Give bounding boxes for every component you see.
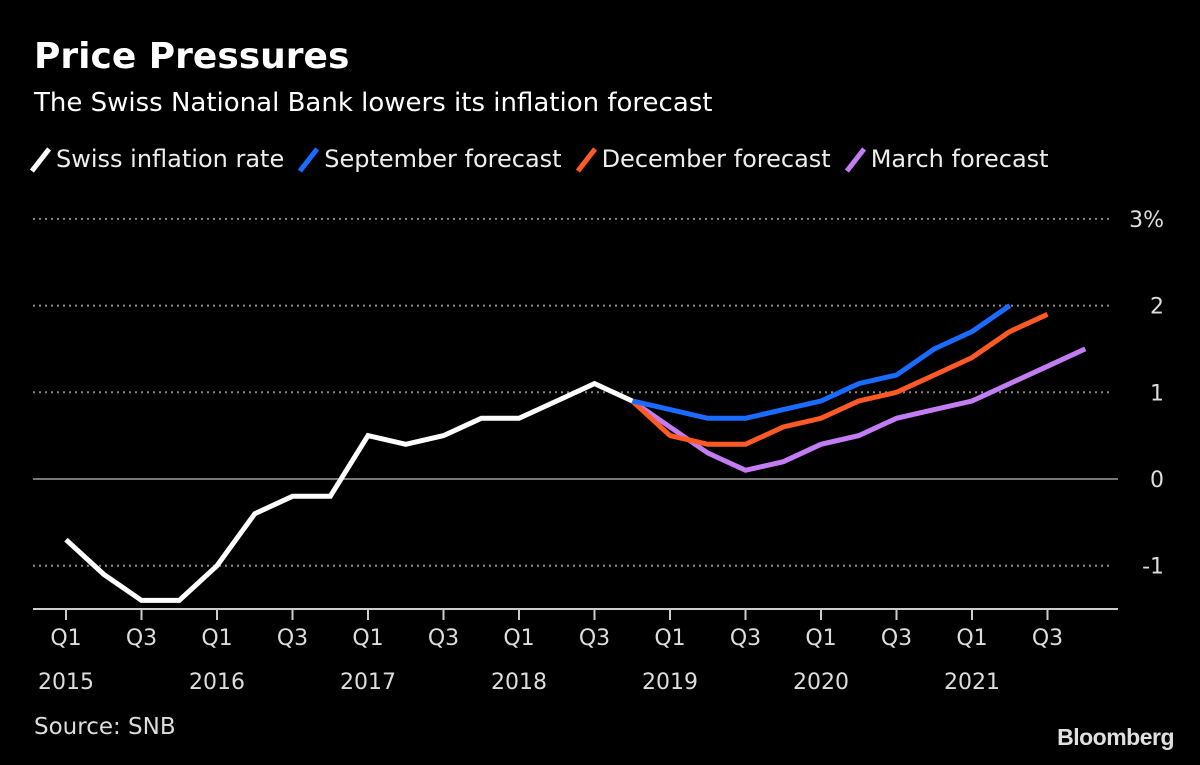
legend-label: December forecast	[601, 145, 831, 173]
x-tick-label: Q3	[730, 626, 761, 651]
y-tick-label: 0	[1150, 468, 1164, 493]
series-line-march-forecast	[630, 346, 1087, 473]
x-tick-label: Q1	[805, 626, 836, 651]
x-tick-label: Q1	[50, 626, 81, 651]
x-tick-label: Q3	[126, 626, 157, 651]
x-tick-year-label: 2020	[793, 670, 849, 695]
legend-label: March forecast	[870, 145, 1049, 173]
bloomberg-logo: Bloomberg	[1057, 724, 1174, 750]
x-tick-year-label: 2016	[189, 670, 245, 695]
x-tick-year-label: 2021	[944, 670, 1000, 695]
y-tick-label: 2	[1150, 295, 1164, 320]
y-tick-label: 1	[1150, 381, 1164, 406]
x-tick-label: Q3	[881, 626, 912, 651]
x-tick-year-label: 2017	[340, 670, 396, 695]
x-tick-label: Q1	[654, 626, 685, 651]
series-line-december-forecast	[630, 312, 1049, 447]
x-tick-label: Q3	[579, 626, 610, 651]
x-tick-label: Q1	[956, 626, 987, 651]
legend-label: September forecast	[324, 145, 562, 173]
x-tick-label: Q3	[1032, 626, 1063, 651]
legend: Swiss inflation rate September forecast …	[34, 145, 1067, 173]
x-tick-label: Q3	[277, 626, 308, 651]
legend-label: Swiss inflation rate	[56, 145, 285, 173]
y-tick-label: -1	[1142, 555, 1164, 580]
source-note: Source: SNB	[34, 714, 176, 740]
x-tick-label: Q3	[428, 626, 459, 651]
chart-subtitle: The Swiss National Bank lowers its infla…	[34, 88, 713, 118]
legend-item-september-forecast: September forecast	[302, 145, 561, 173]
x-tick-label: Q1	[352, 626, 383, 651]
x-tick-year-label: 2019	[642, 670, 698, 695]
x-tick-label: Q1	[201, 626, 232, 651]
series-line-swiss-inflation-rate	[64, 380, 634, 603]
legend-item-march-forecast: March forecast	[849, 145, 1049, 173]
chart-title: Price Pressures	[34, 36, 350, 77]
x-tick-year-label: 2015	[38, 670, 94, 695]
legend-item-december-forecast: December forecast	[580, 145, 831, 173]
legend-item-swiss-inflation: Swiss inflation rate	[34, 145, 284, 173]
series-line-september-forecast	[631, 303, 1012, 421]
x-tick-label: Q1	[503, 626, 534, 651]
x-tick-year-label: 2018	[491, 670, 547, 695]
y-tick-label: 3%	[1129, 208, 1164, 233]
